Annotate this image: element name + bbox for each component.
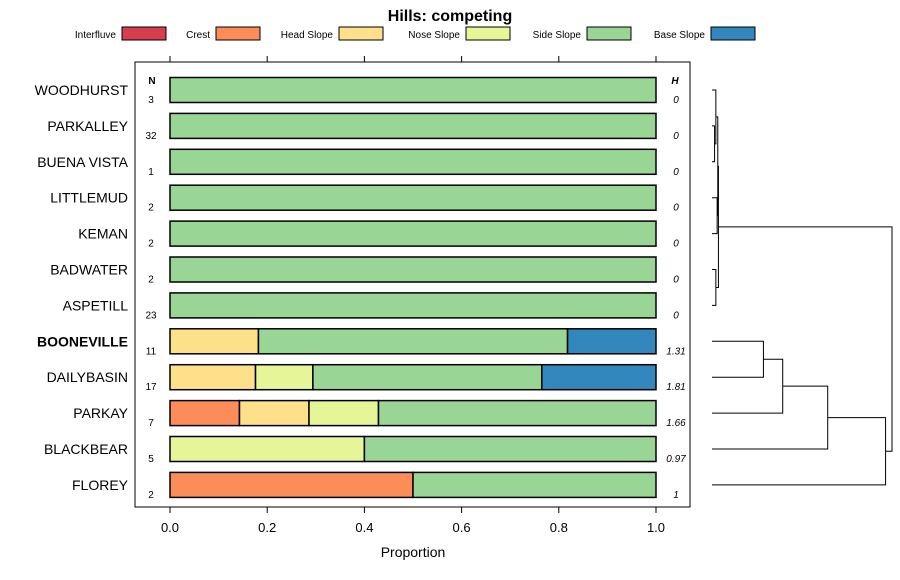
legend-label: Crest — [186, 30, 210, 41]
x-tick-label: 0.2 — [258, 520, 276, 535]
h-value: 1 — [673, 490, 679, 501]
x-axis-title: Proportion — [381, 544, 446, 560]
h-column-header: H — [671, 76, 679, 87]
bar-segment — [377, 399, 657, 427]
row-label: BOONEVILLE — [37, 333, 128, 349]
bar-segment — [169, 76, 657, 104]
plot-frame — [134, 61, 691, 508]
h-value: 0 — [673, 203, 679, 214]
row-label: DAILYBASIN — [47, 369, 128, 385]
n-value: 17 — [145, 382, 157, 393]
dendrogram-link — [712, 89, 717, 145]
bar-segment — [169, 220, 657, 247]
legend: Interfluve Crest Head Slope Nose Slope Side … — [75, 26, 756, 41]
n-value: 5 — [148, 454, 154, 465]
dendrogram-link — [712, 358, 784, 414]
legend-swatch — [215, 26, 261, 41]
dendrogram — [712, 89, 893, 486]
row-label: WOODHURST — [35, 82, 129, 98]
bar-segment — [169, 256, 657, 283]
legend-label: Base Slope — [654, 30, 706, 41]
row-label: LITTLEMUD — [50, 190, 128, 206]
row-label: ASPETILL — [63, 297, 129, 313]
row-label: PARKAY — [73, 405, 128, 421]
x-tick-label: 0.8 — [550, 520, 568, 535]
bar-segment — [169, 112, 657, 140]
dendrogram-link — [712, 385, 829, 450]
chart-title: Hills: competing — [388, 8, 512, 25]
h-value: 0 — [673, 131, 679, 142]
h-value: 0 — [673, 95, 679, 106]
n-column-header: N — [148, 76, 155, 87]
row-label: BLACKBEAR — [44, 441, 128, 457]
dendrogram-link — [712, 340, 764, 378]
bar-segment — [412, 471, 657, 499]
bar-segment — [169, 328, 260, 355]
bar-segment — [169, 399, 241, 427]
legend-label: Side Slope — [533, 30, 582, 41]
bar-segment — [312, 363, 543, 391]
bar-segment — [254, 363, 314, 391]
legend-swatch — [121, 26, 167, 41]
n-value: 32 — [145, 131, 157, 142]
legend-swatch — [586, 26, 632, 41]
h-value: 0 — [673, 275, 679, 286]
h-value: 1.81 — [666, 382, 685, 393]
x-tick-label: 0.6 — [453, 520, 471, 535]
bar-segment — [169, 292, 657, 319]
bar-segment — [169, 363, 257, 391]
bar-segment — [238, 399, 310, 427]
n-value: 3 — [148, 95, 154, 106]
bar-segment — [363, 435, 657, 463]
n-value: 7 — [148, 418, 154, 429]
bar-segment — [308, 399, 380, 427]
n-value: 2 — [148, 203, 154, 214]
bar-segment — [169, 471, 414, 499]
legend-label: Interfluve — [75, 30, 117, 41]
dendrogram-link — [712, 197, 718, 235]
legend-swatch — [710, 26, 756, 41]
h-value: 1.31 — [666, 346, 685, 357]
bar-segment — [169, 435, 366, 463]
n-value: 1 — [148, 167, 154, 178]
x-axis: 0.0 0.2 0.4 0.6 0.8 1.0 — [161, 56, 665, 535]
row-label: KEMAN — [78, 226, 128, 242]
bar-segment — [169, 148, 657, 176]
h-value: 0 — [673, 310, 679, 321]
x-tick-label: 0.4 — [355, 520, 373, 535]
legend-label: Nose Slope — [408, 30, 460, 41]
legend-swatch — [338, 26, 384, 41]
x-tick-label: 0.0 — [161, 520, 179, 535]
h-value: 1.66 — [666, 418, 686, 429]
dendrogram-link — [718, 226, 893, 452]
bar-segment — [257, 328, 569, 355]
h-value: 0 — [673, 167, 679, 178]
bar-segment — [541, 363, 657, 391]
bar-segment — [566, 328, 657, 355]
n-value: 2 — [148, 275, 154, 286]
row-label: PARKALLEY — [47, 118, 128, 134]
h-value: 0 — [673, 239, 679, 250]
legend-label: Head Slope — [281, 30, 334, 41]
bar-segment — [169, 184, 657, 211]
row-label: BADWATER — [50, 262, 128, 278]
dendrogram-link — [712, 417, 887, 486]
h-value: 0.97 — [666, 454, 686, 465]
n-value: 2 — [148, 239, 154, 250]
row-label: FLOREY — [72, 477, 129, 493]
legend-swatch — [465, 26, 511, 41]
n-value: 2 — [148, 490, 154, 501]
n-value: 11 — [146, 346, 157, 357]
n-value: 23 — [145, 310, 157, 321]
x-tick-label: 1.0 — [647, 520, 665, 535]
dendrogram-link — [712, 269, 717, 306]
bar-rows: WOODHURST 3 0 PARKALLEY 32 0 BUENA VISTA 1 0 LITT… — [35, 76, 686, 501]
dendrogram-link — [712, 125, 716, 163]
row-label: BUENA VISTA — [37, 154, 128, 170]
